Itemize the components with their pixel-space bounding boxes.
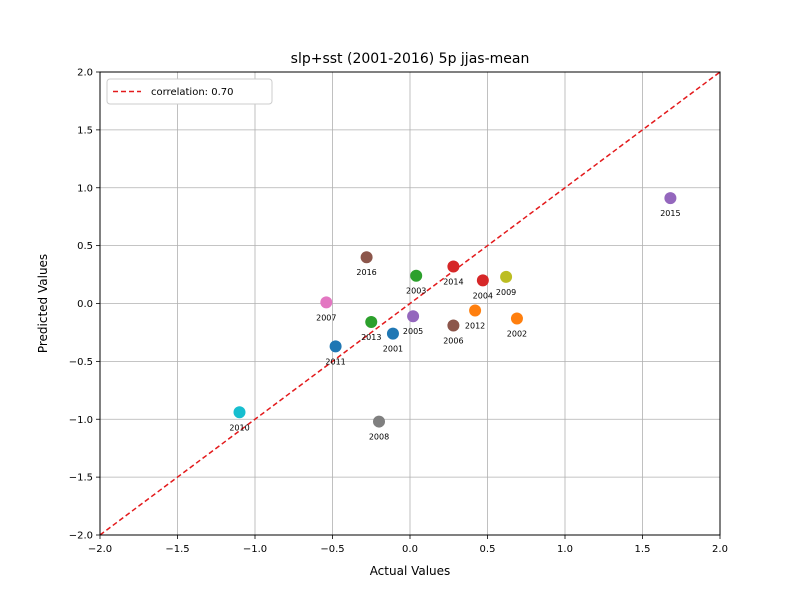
- data-point-2004: [476, 274, 489, 287]
- x-tick-label: −1.0: [243, 544, 267, 555]
- data-point-2006: [447, 319, 460, 332]
- y-tick-label: 1.0: [77, 183, 93, 194]
- x-tick-label: 0.5: [480, 544, 496, 555]
- data-point-2015: [664, 192, 677, 205]
- reference-line-group: [99, 71, 721, 536]
- y-tick-label: −1.0: [69, 415, 93, 426]
- y-axis-label: Predicted Values: [36, 254, 50, 353]
- legend: correlation: 0.70: [106, 78, 273, 105]
- point-label-2012: 2012: [465, 321, 485, 330]
- point-label-2013: 2013: [361, 333, 381, 342]
- data-point-2001: [386, 327, 399, 340]
- data-point-2010: [233, 406, 246, 419]
- point-label-2005: 2005: [403, 327, 423, 336]
- correlation-reference-line: [99, 71, 721, 536]
- x-tick-label: −2.0: [88, 544, 112, 555]
- y-tick-label: 2.0: [77, 68, 93, 79]
- x-tick-label: −0.5: [320, 544, 344, 555]
- x-axis-ticks: −2.0 −1.5 −1.0 −0.5 0.0 0.5 1.0 1.5 2.0: [88, 535, 728, 555]
- data-point-2011: [329, 340, 342, 353]
- point-labels: 2001 2002 2003 2004 2005 2006 2007 2008 2009 2010…: [229, 209, 680, 441]
- legend-box: [106, 78, 273, 105]
- y-tick-label: 0.0: [77, 299, 93, 310]
- data-point-2003: [410, 269, 423, 282]
- x-tick-label: −1.5: [165, 544, 189, 555]
- point-label-2008: 2008: [369, 433, 389, 442]
- point-label-2002: 2002: [507, 330, 527, 339]
- y-axis-ticks: −2.0 −1.5 −1.0 −0.5 0.0 0.5 1.0 1.5 2.0: [69, 68, 100, 542]
- x-axis-label: Actual Values: [370, 564, 451, 578]
- y-tick-label: −2.0: [69, 531, 93, 542]
- point-label-2015: 2015: [660, 209, 680, 218]
- y-tick-label: 0.5: [77, 241, 93, 252]
- data-point-2005: [407, 310, 420, 323]
- y-tick-label: −0.5: [69, 357, 93, 368]
- x-tick-label: 2.0: [712, 544, 728, 555]
- data-point-2008: [373, 415, 385, 428]
- data-point-2016: [360, 251, 373, 264]
- point-label-2016: 2016: [356, 268, 376, 277]
- point-label-2003: 2003: [406, 287, 426, 296]
- y-tick-label: −1.5: [69, 473, 93, 484]
- point-label-2009: 2009: [496, 288, 516, 297]
- data-points: [233, 192, 677, 428]
- chart-title: slp+sst (2001-2016) 5p jjas-mean: [291, 51, 530, 67]
- x-tick-label: 1.0: [557, 544, 573, 555]
- y-tick-label: 1.5: [77, 125, 93, 136]
- data-point-2009: [500, 270, 513, 283]
- data-point-2014: [447, 260, 460, 273]
- data-point-2013: [365, 316, 378, 329]
- data-point-2002: [510, 312, 523, 325]
- data-point-2012: [469, 304, 482, 317]
- point-label-2007: 2007: [316, 313, 336, 322]
- point-label-2001: 2001: [383, 345, 403, 354]
- legend-entry-correlation: correlation: 0.70: [151, 87, 233, 98]
- data-point-2007: [320, 296, 333, 309]
- x-tick-label: 0.0: [402, 544, 418, 555]
- point-label-2011: 2011: [325, 357, 345, 366]
- point-label-2010: 2010: [229, 423, 249, 432]
- point-label-2014: 2014: [443, 277, 463, 286]
- point-label-2006: 2006: [443, 336, 463, 345]
- x-tick-label: 1.5: [635, 544, 651, 555]
- point-label-2004: 2004: [473, 291, 493, 300]
